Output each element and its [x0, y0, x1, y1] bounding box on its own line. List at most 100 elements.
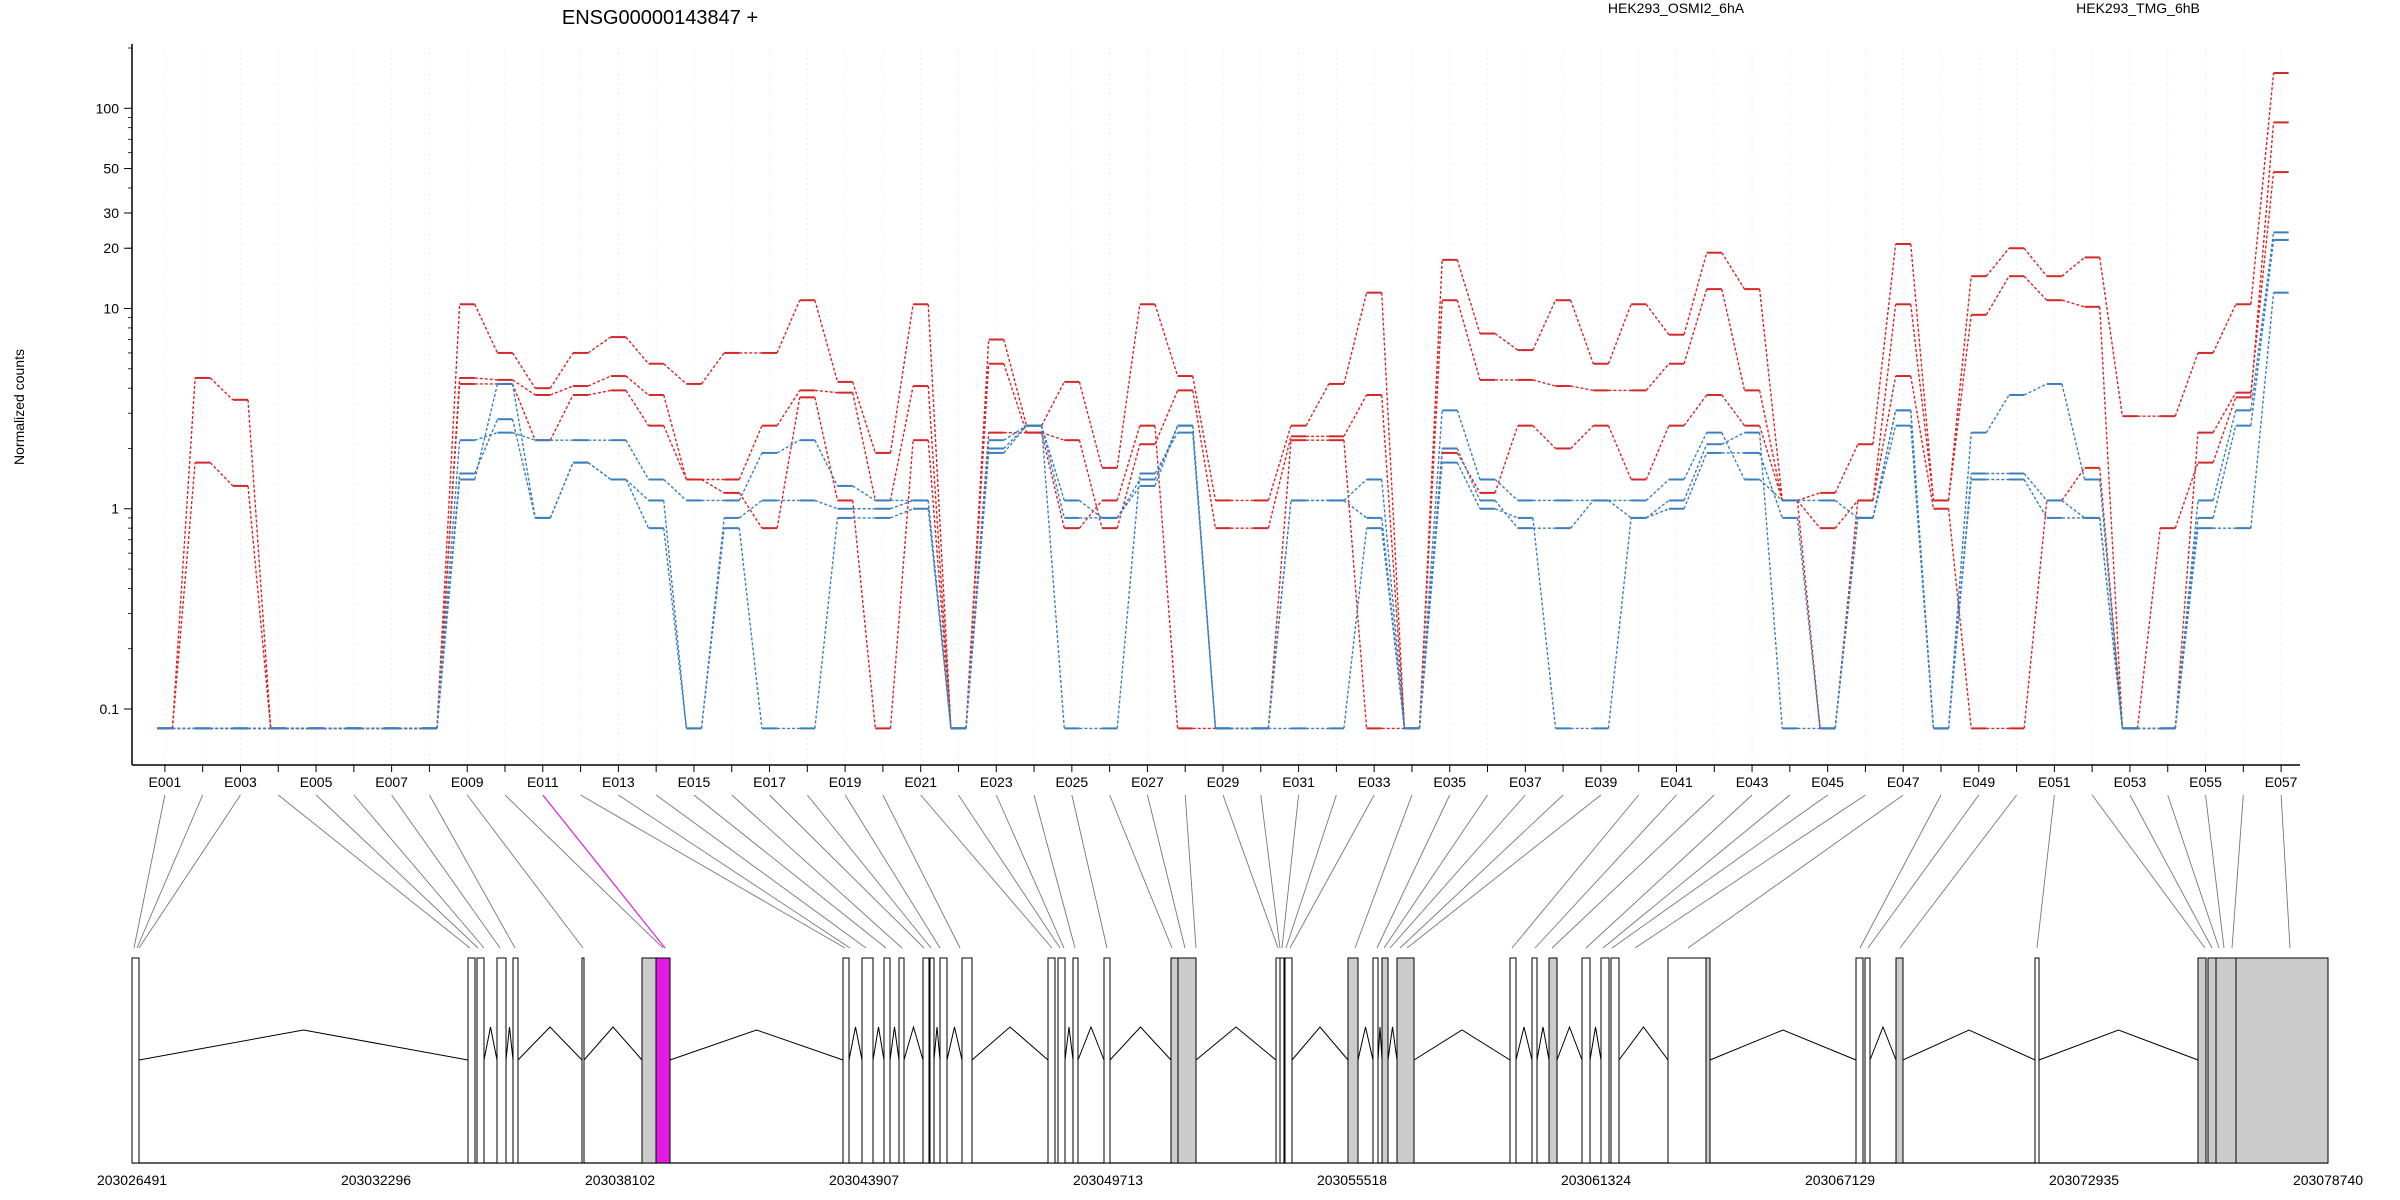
intron-line: [933, 1026, 941, 1061]
series-connector: [965, 339, 990, 729]
exon-block: [922, 957, 930, 1164]
series-connector: [436, 440, 461, 729]
exon-block: [2034, 957, 2040, 1164]
coordinate-label: 203032296: [341, 1172, 411, 1188]
series-connector: [701, 478, 725, 494]
series-1: [157, 72, 2289, 730]
series-connector: [209, 462, 234, 487]
series-connector: [549, 352, 574, 389]
exon-block: [929, 957, 935, 1164]
series-connector: [1683, 394, 1708, 427]
series-connector: [1078, 500, 1103, 529]
x-tick-label: E051: [2038, 774, 2071, 790]
series-connector: [436, 304, 461, 729]
exon-connector: [1585, 794, 1753, 949]
series-connector: [1040, 432, 1065, 529]
series-connector: [2250, 239, 2275, 426]
intron-line: [1077, 1025, 1105, 1061]
series-connector: [852, 485, 876, 502]
exon-block: [496, 957, 507, 1164]
series-connector: [663, 500, 688, 729]
series-connector: [663, 394, 688, 480]
series-connector: [1607, 517, 1632, 729]
exon-connector: [1260, 794, 1281, 949]
exon-block: [1864, 957, 1871, 1164]
series-connector: [2099, 306, 2124, 729]
exon-connector: [1184, 794, 1197, 949]
x-tick-label: E005: [300, 774, 333, 790]
series-connector: [1683, 432, 1708, 480]
series-connector: [1570, 299, 1594, 364]
exon-block: [1610, 957, 1620, 1164]
series-connector: [1758, 289, 1783, 501]
series-connector: [474, 303, 499, 354]
series-connector: [549, 394, 574, 441]
intron-line: [1377, 1026, 1383, 1061]
series-connector: [814, 499, 838, 510]
series-connector: [474, 377, 498, 381]
series-connector: [625, 478, 650, 501]
series-connector: [209, 377, 234, 401]
series-connector: [1154, 425, 1179, 487]
series-connector: [1116, 485, 1141, 519]
intron-line: [1291, 1026, 1349, 1061]
series-connector: [814, 517, 839, 729]
series-connector: [1683, 288, 1708, 364]
intron-line: [1902, 1029, 2036, 1061]
series-connector: [2061, 467, 2086, 501]
exon-block: [1581, 957, 1591, 1164]
x-tick-label: E031: [1282, 774, 1315, 790]
series-connector: [1683, 252, 1708, 335]
series-connector: [1910, 304, 1935, 501]
series-connector: [927, 386, 952, 729]
series-connector: [1797, 492, 1821, 502]
series-connector: [171, 462, 196, 729]
intron-line: [1064, 1026, 1074, 1061]
series-connector: [474, 431, 498, 441]
exon-connector: [2036, 794, 2055, 949]
legend-entry-osmi2: HEK293_OSMI2_6hA: [1608, 0, 1745, 16]
series-connector: [1343, 478, 1368, 501]
exon-connector: [1281, 794, 1300, 949]
series-connector: [1154, 432, 1179, 474]
series-connector: [1381, 394, 1406, 729]
intron-line: [1413, 1029, 1511, 1061]
series-connector: [247, 399, 272, 729]
series-connector: [738, 452, 763, 501]
series-connector: [1494, 500, 1519, 529]
intron-line: [517, 1026, 583, 1061]
series-connector: [1003, 425, 1027, 441]
series-connector: [587, 336, 612, 354]
series-connector: [625, 336, 650, 365]
intron-line: [1589, 1026, 1602, 1061]
series-connector: [1418, 462, 1443, 729]
exon-connector-lines: [133, 794, 2291, 949]
series-connector: [927, 440, 952, 729]
series-connector: [1758, 425, 1783, 501]
x-tick-label: E039: [1585, 774, 1618, 790]
series-connector: [1947, 276, 1972, 501]
series-connector: [2023, 479, 2048, 519]
series-connector: [1116, 425, 1141, 501]
exon-block: [581, 957, 585, 1164]
series-connector: [625, 479, 650, 529]
exon-connector: [1376, 794, 1451, 949]
intron-line: [1709, 1029, 1857, 1061]
series-connector: [1947, 432, 1972, 729]
y-tick-label: 100: [96, 100, 120, 116]
series-connector: [965, 448, 990, 729]
series-connector: [511, 383, 536, 441]
series-connector: [1494, 478, 1519, 501]
x-tick-label: E057: [2265, 774, 2298, 790]
series-connector: [814, 397, 839, 501]
intron-line: [1536, 1026, 1550, 1061]
series-connector: [2099, 257, 2124, 417]
series-connector: [1721, 394, 1746, 427]
series-connector: [1834, 517, 1859, 729]
series-connector: [587, 375, 612, 387]
exon-connector: [133, 794, 166, 949]
exon-block: [842, 957, 850, 1164]
exon-block: [898, 957, 905, 1164]
series-connector: [587, 389, 611, 396]
series-connector: [1872, 375, 1897, 501]
